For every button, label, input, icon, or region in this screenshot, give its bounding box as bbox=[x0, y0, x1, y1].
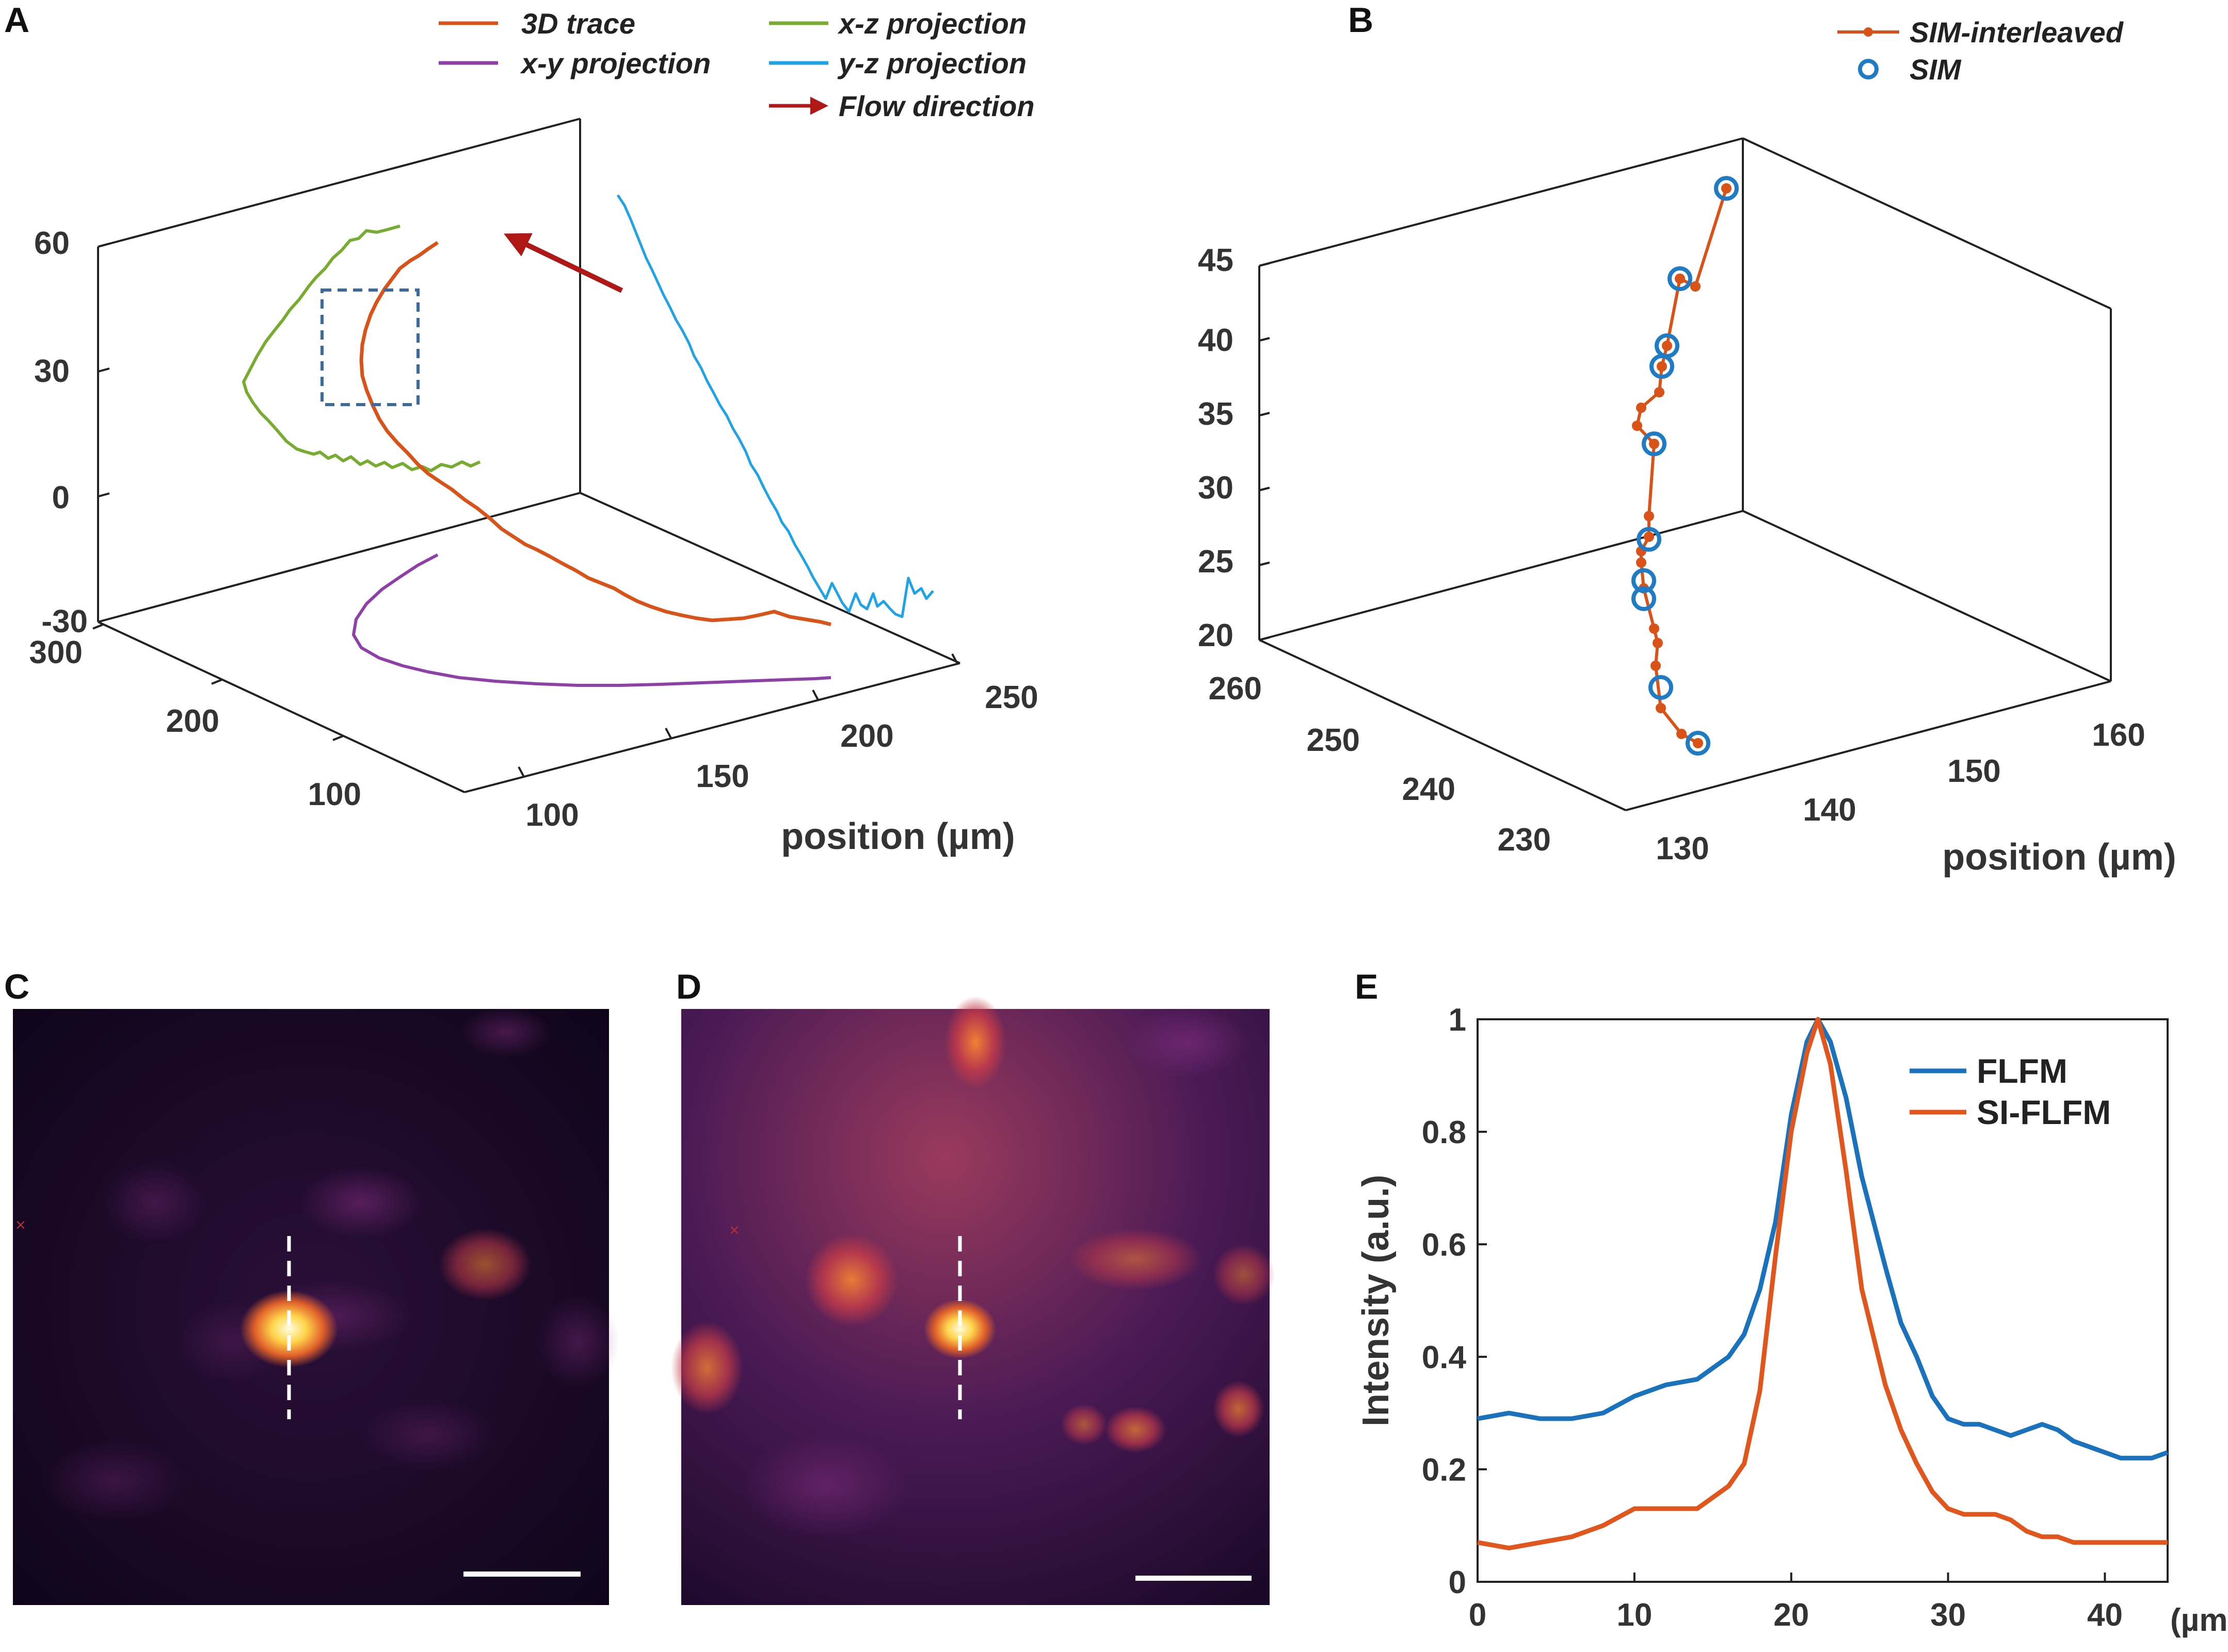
panel-c: C × bbox=[4, 967, 619, 1605]
a-legend-flow-direction: Flow direction bbox=[839, 90, 1035, 122]
a-z-tick-label: 30 bbox=[34, 354, 70, 389]
e-legend-flfm: FLFM bbox=[1977, 1052, 2067, 1090]
a-legend-xz-projection: x-z projection bbox=[837, 7, 1027, 40]
b-depth-tick-label: 230 bbox=[1498, 822, 1551, 858]
e-y-tick-label: 0.2 bbox=[1422, 1452, 1466, 1488]
a-x-tick-label: 150 bbox=[696, 759, 749, 794]
b-z-tick-label: 45 bbox=[1198, 243, 1233, 278]
a-x-tick-label: 100 bbox=[525, 797, 579, 833]
panel-letter-d: D bbox=[676, 967, 701, 1006]
b-x-axis-title: position (µm) bbox=[1942, 837, 2176, 878]
e-series-si-flfm bbox=[1477, 1017, 2168, 1551]
b-legend-sim-interleaved: SIM-interleaved bbox=[1910, 16, 2124, 49]
panel-letter-b: B bbox=[1348, 1, 1373, 40]
panel-a-axes-box bbox=[97, 118, 960, 793]
b-x-tick-label: 130 bbox=[1656, 831, 1709, 867]
panel-b-legend: SIM-interleaved SIM bbox=[1837, 16, 2124, 86]
panel-a-z-axis: 60 30 0 -30 bbox=[34, 226, 110, 639]
panel-b-z-axis: 45 40 35 30 25 20 bbox=[1198, 243, 1270, 653]
a-series-3d-trace bbox=[359, 241, 831, 627]
e-x-axis: 0 10 20 30 40 bbox=[1469, 1573, 2123, 1633]
e-series-flfm bbox=[1477, 1017, 2169, 1461]
e-x-tick-label: 30 bbox=[1930, 1597, 1966, 1633]
b-z-tick-label: 25 bbox=[1198, 544, 1233, 580]
panel-b: B 45 40 35 30 25 20 260 bbox=[1198, 1, 2176, 878]
panel-d: D × bbox=[671, 967, 1275, 1605]
svg-text:×: × bbox=[729, 1221, 740, 1240]
e-x-axis-unit: (µm) bbox=[2170, 1602, 2228, 1638]
b-x-tick-label: 150 bbox=[1947, 753, 2000, 789]
e-y-axis: 0 0.2 0.4 0.6 0.8 1 bbox=[1422, 1002, 1487, 1600]
e-y-tick-label: 0.6 bbox=[1422, 1227, 1466, 1263]
b-x-tick-label: 160 bbox=[2092, 717, 2145, 753]
a-z-tick-label: -30 bbox=[41, 604, 88, 639]
e-y-axis-title: Intensity (a.u.) bbox=[1355, 1175, 1397, 1426]
e-y-tick-label: 1 bbox=[1449, 1002, 1466, 1038]
a-legend-yz-projection: y-z projection bbox=[837, 47, 1027, 79]
e-y-tick-label: 0.8 bbox=[1422, 1115, 1466, 1150]
panel-b-x-axis: 130 140 150 160 position (µm) bbox=[1656, 717, 2176, 878]
a-x-tick-label: 200 bbox=[840, 718, 893, 754]
b-z-tick-label: 20 bbox=[1198, 618, 1233, 653]
b-z-tick-label: 40 bbox=[1198, 323, 1233, 358]
e-x-tick-label: 10 bbox=[1616, 1597, 1652, 1633]
b-depth-tick-label: 260 bbox=[1209, 671, 1262, 707]
a-z-tick-label: 0 bbox=[52, 480, 70, 516]
a-depth-tick-label: 100 bbox=[308, 777, 361, 812]
e-x-tick-label: 40 bbox=[2087, 1597, 2123, 1633]
e-legend-siflfm: SI-FLFM bbox=[1977, 1093, 2111, 1131]
a-x-tick-label: 250 bbox=[985, 680, 1038, 715]
panel-letter-a: A bbox=[4, 1, 29, 40]
a-z-tick-label: 60 bbox=[34, 226, 70, 261]
a-depth-tick-label: 300 bbox=[29, 635, 83, 670]
b-z-tick-label: 35 bbox=[1198, 396, 1233, 432]
svg-text:×: × bbox=[15, 1215, 26, 1235]
panel-a-legend: 3D trace x-y projection x-z projection y… bbox=[439, 7, 1035, 122]
panel-b-depth-axis: 260 250 240 230 bbox=[1209, 671, 1551, 858]
a-roi-box bbox=[320, 288, 420, 406]
a-legend-3d-trace: 3D trace bbox=[521, 7, 635, 40]
e-x-tick-label: 20 bbox=[1773, 1597, 1809, 1633]
b-x-tick-label: 140 bbox=[1803, 792, 1856, 828]
panel-letter-e: E bbox=[1355, 967, 1378, 1006]
a-series-xz-projection bbox=[242, 224, 481, 472]
a-series-yz-projection bbox=[616, 194, 934, 618]
panel-e: E 0 0.2 0.4 0.6 0.8 1 0 10 20 30 40 Intensity (a.… bbox=[1355, 967, 2228, 1638]
a-legend-xy-projection: x-y projection bbox=[520, 47, 711, 79]
b-z-tick-label: 30 bbox=[1198, 470, 1233, 506]
a-flow-direction-arrow bbox=[503, 233, 623, 293]
panel-b-axes-box bbox=[1258, 137, 2112, 811]
e-y-tick-label: 0.4 bbox=[1422, 1340, 1467, 1375]
e-x-tick-label: 0 bbox=[1469, 1597, 1486, 1633]
a-x-axis-title: position (µm) bbox=[781, 816, 1015, 857]
a-series-xy-projection bbox=[352, 553, 831, 687]
b-depth-tick-label: 240 bbox=[1402, 772, 1455, 807]
a-depth-tick-label: 200 bbox=[166, 703, 219, 739]
panel-letter-c: C bbox=[4, 967, 29, 1006]
c-microscopy-image: × bbox=[13, 1006, 619, 1605]
panel-a-x-axis: 100 150 200 250 position (µm) bbox=[518, 653, 1038, 857]
e-y-tick-label: 0 bbox=[1449, 1565, 1466, 1600]
panel-a-depth-axis: 300 200 100 bbox=[29, 623, 361, 812]
b-depth-tick-label: 250 bbox=[1307, 723, 1360, 758]
b-legend-sim: SIM bbox=[1910, 53, 1962, 86]
e-plot-frame bbox=[1477, 1018, 2169, 1583]
panel-a: A 60 30 0 -30 300 200 10 bbox=[4, 1, 1038, 857]
b-series-sim bbox=[1631, 176, 1739, 756]
e-series-lines bbox=[1477, 1017, 2169, 1551]
panel-e-legend: FLFM SI-FLFM bbox=[1910, 1052, 2111, 1131]
d-microscopy-image: × bbox=[671, 996, 1275, 1605]
